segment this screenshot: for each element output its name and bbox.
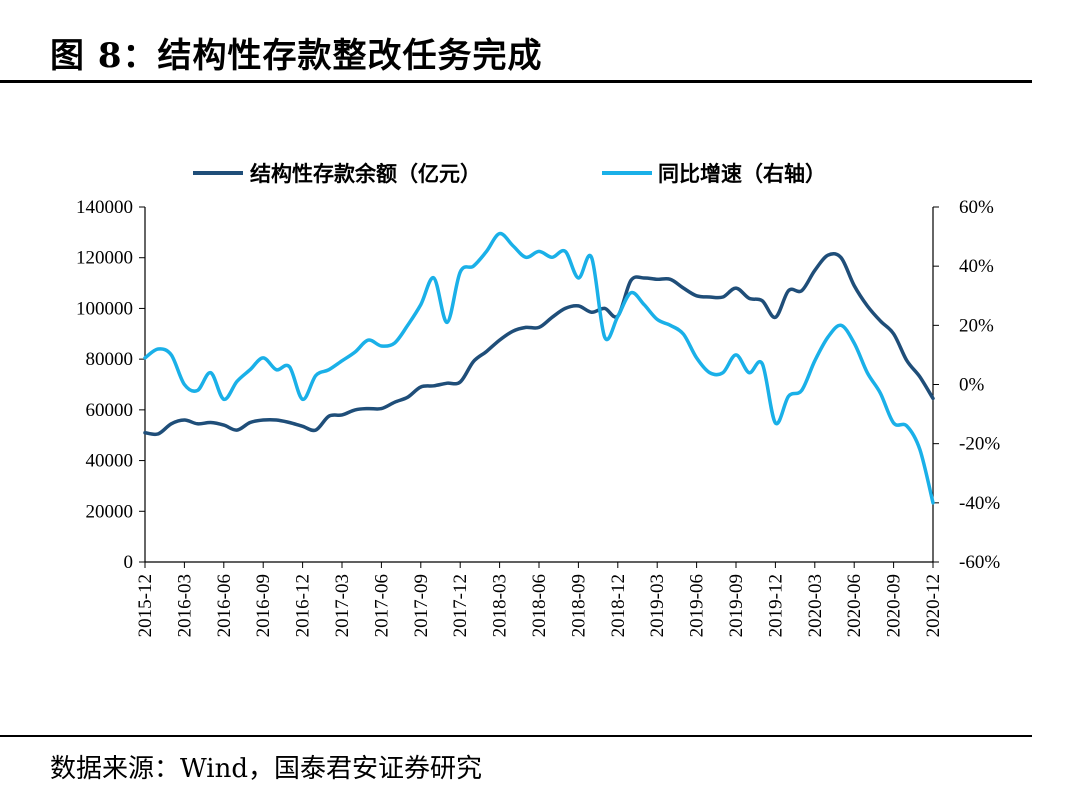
line-chart: 结构性存款余额（亿元） 同比增速（右轴） 0 20000 40000 60000 800… xyxy=(76,162,1000,637)
x-tick-label: 2019-06 xyxy=(687,574,708,637)
footer-rule xyxy=(0,735,1032,737)
x-tick-label: 2018-12 xyxy=(608,574,629,637)
x-tick-label: 2015-12 xyxy=(135,574,156,637)
right-tick-label: 40% xyxy=(959,256,994,277)
left-tick-label: 60000 xyxy=(86,400,134,421)
right-tick-label: 20% xyxy=(959,315,994,336)
right-tick-label: 60% xyxy=(959,197,994,218)
left-tick-label: 100000 xyxy=(76,298,133,319)
left-tick-label: 120000 xyxy=(76,248,133,269)
source-note: 数据来源：Wind，国泰君安证券研究 xyxy=(50,754,482,784)
x-tick-label: 2016-06 xyxy=(214,574,235,637)
series-line-growth xyxy=(143,231,935,505)
right-tick-label: -20% xyxy=(959,434,1000,455)
left-tick-label: 80000 xyxy=(86,349,134,370)
x-tick-label: 2017-09 xyxy=(411,574,432,637)
x-tick-label: 2016-12 xyxy=(293,574,314,637)
series-line-balance xyxy=(143,251,935,437)
x-tick-label: 2019-03 xyxy=(647,574,668,637)
title-rule xyxy=(0,80,1032,83)
x-tick-label: 2020-06 xyxy=(844,574,865,637)
plot-lines xyxy=(143,231,935,505)
left-tick-label: 140000 xyxy=(76,197,133,218)
x-tick-label: 2018-09 xyxy=(568,574,589,637)
right-tick-label: 0% xyxy=(959,375,985,396)
legend-label-balance: 结构性存款余额（亿元） xyxy=(250,162,481,186)
left-tick-label: 0 xyxy=(124,552,134,573)
right-tick-label: -40% xyxy=(959,493,1000,514)
x-tick-label: 2018-06 xyxy=(529,574,550,637)
right-tick-label: -60% xyxy=(959,552,1000,573)
legend: 结构性存款余额（亿元） 同比增速（右轴） xyxy=(193,162,826,186)
left-tick-label: 40000 xyxy=(86,451,134,472)
figure-title: 图 8：结构性存款整改任务完成 xyxy=(50,36,543,76)
x-tick-label: 2020-03 xyxy=(805,574,826,637)
x-tick-label: 2020-12 xyxy=(923,574,944,637)
x-tick-label: 2016-09 xyxy=(253,574,274,637)
legend-label-growth: 同比增速（右轴） xyxy=(658,162,826,186)
x-tick-label: 2019-12 xyxy=(765,574,786,637)
x-tick-label: 2017-03 xyxy=(332,574,353,637)
x-tick-label: 2017-12 xyxy=(450,574,471,637)
left-tick-label: 20000 xyxy=(86,501,134,522)
axes: 0 20000 40000 60000 80000 100000 120000 140000 -… xyxy=(76,197,1000,637)
x-tick-label: 2018-03 xyxy=(490,574,511,637)
x-tick-label: 2017-06 xyxy=(371,574,392,637)
x-tick-label: 2016-03 xyxy=(174,574,195,637)
x-tick-label: 2020-09 xyxy=(884,574,905,637)
x-tick-label: 2019-09 xyxy=(726,574,747,637)
